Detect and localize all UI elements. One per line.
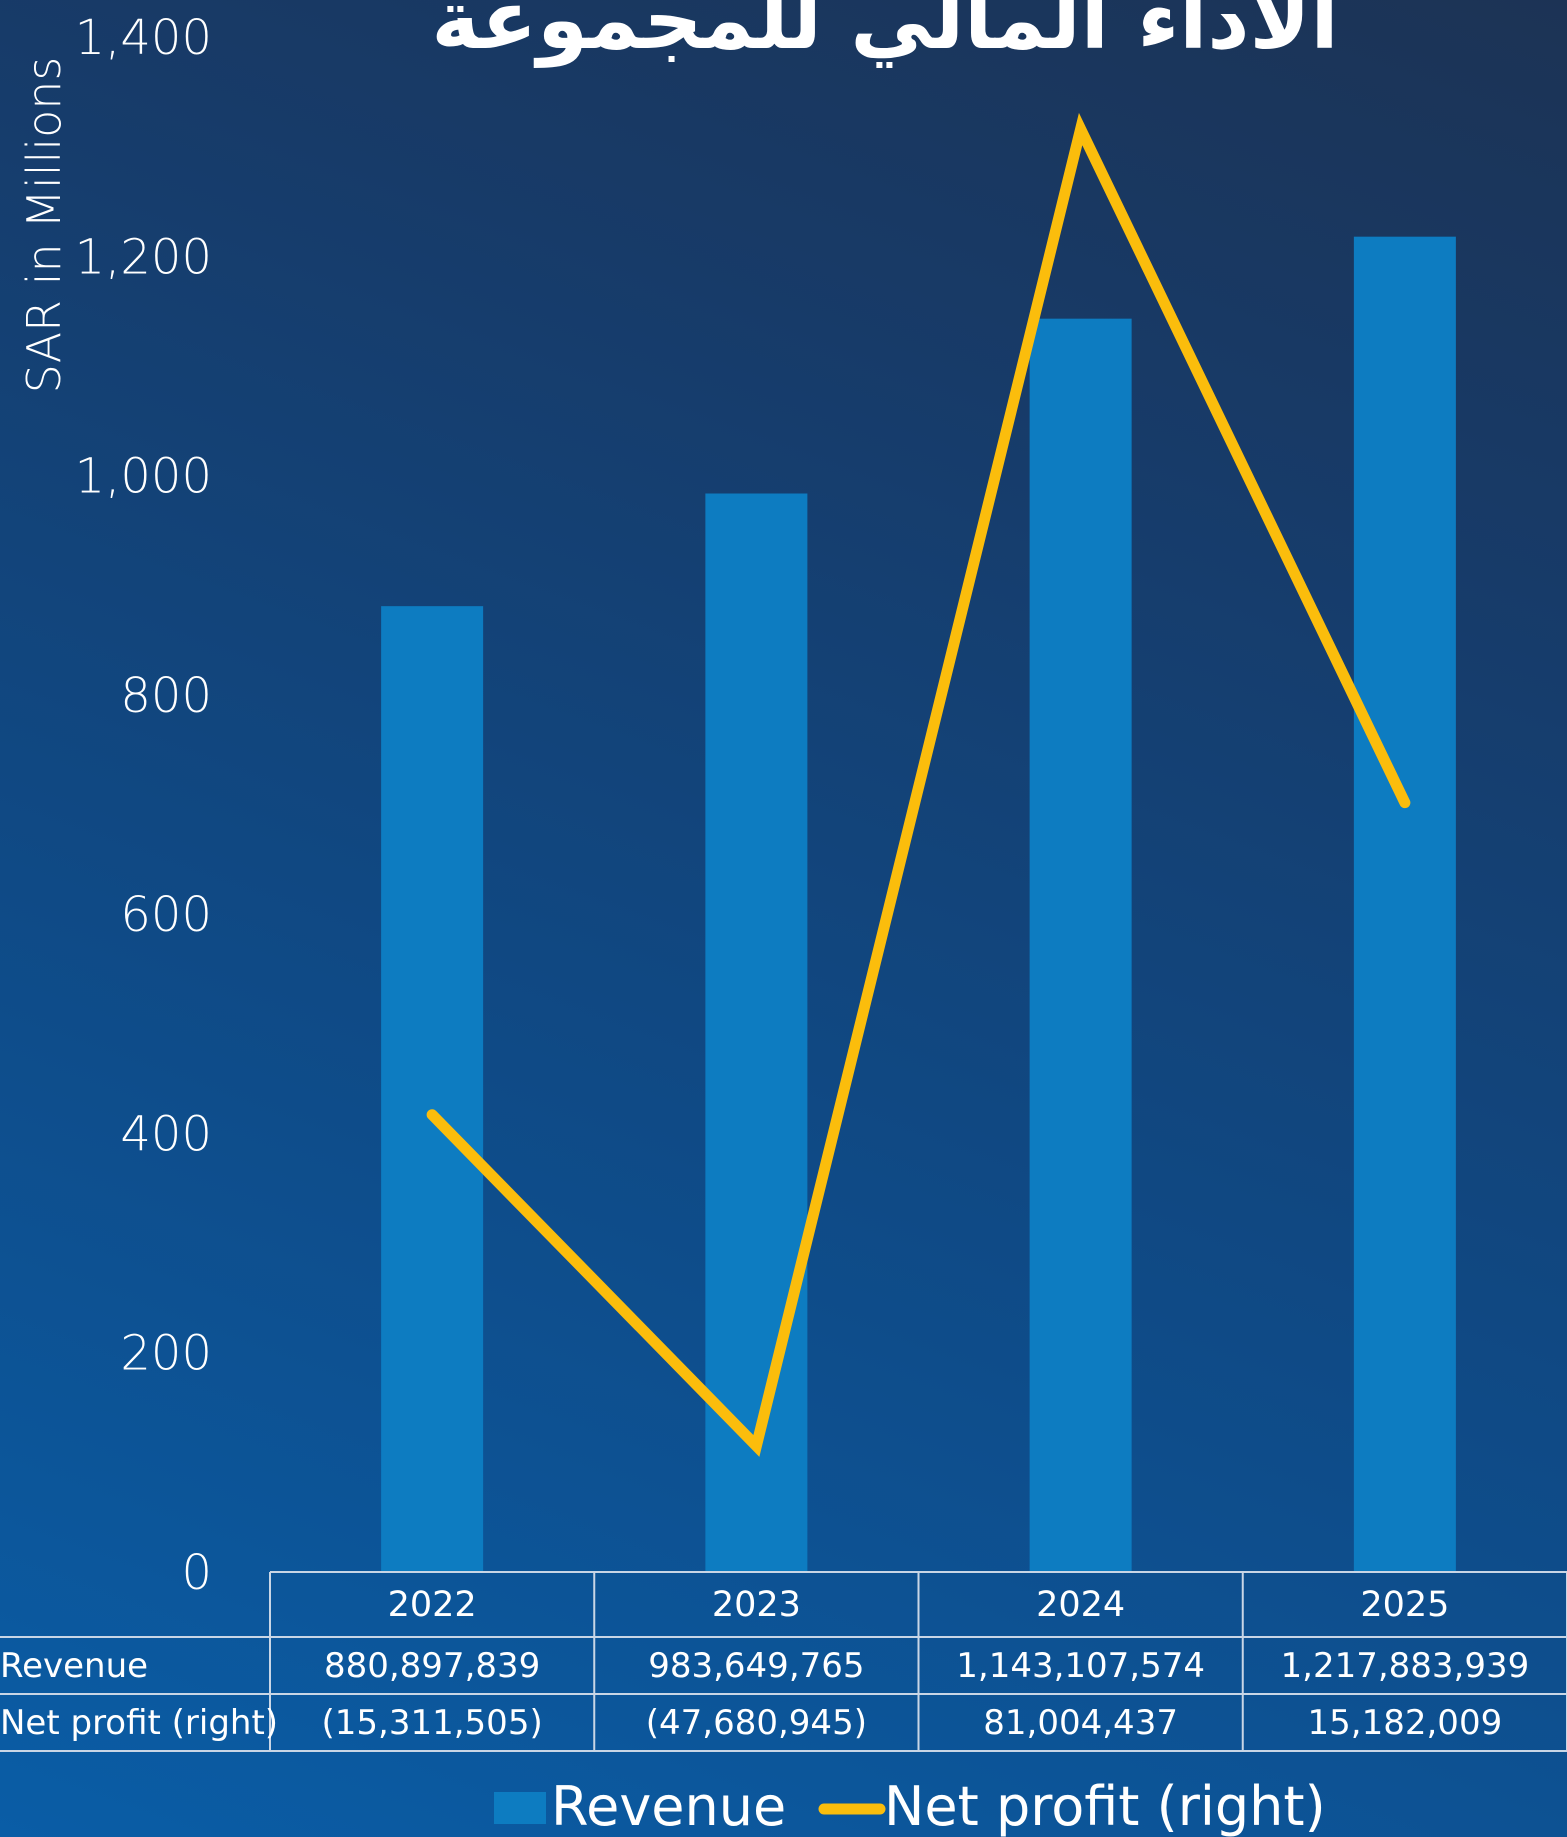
net-profit-line (426, 112, 1411, 1457)
y-tick-label: 400 (120, 1106, 212, 1162)
revenue-bar-2023 (705, 493, 808, 1572)
category-label-2025: 2025 (1360, 1585, 1449, 1625)
y-tick-label: 200 (120, 1326, 212, 1382)
legend-net-profit-label: Net profit (right) (884, 1775, 1326, 1837)
table-row-header-net-profit: Net profit (right) (0, 1703, 278, 1743)
net-profit-data-label-2024: 81,004,437 (983, 1703, 1178, 1743)
table-row-header-revenue: Revenue (0, 1646, 148, 1686)
y-tick-label: 1,200 (75, 229, 212, 285)
revenue-data-label-2025: 1,217,883,939 (1281, 1646, 1530, 1686)
net-profit-data-label-2025: 15,182,009 (1308, 1703, 1503, 1743)
revenue-data-label-2023: 983,649,765 (648, 1646, 864, 1686)
y-tick-label: 0 (181, 1545, 212, 1601)
y-axis-label: SAR in Millions (17, 57, 71, 394)
y-tick-label: 1,000 (75, 449, 212, 505)
revenue-bar-2022 (381, 606, 484, 1572)
net-profit-data-label-2023: (47,680,945) (646, 1703, 867, 1743)
revenue-data-label-2024: 1,143,107,574 (956, 1646, 1205, 1686)
y-tick-label: 1,400 (75, 10, 212, 66)
y-tick-label: 800 (120, 668, 212, 724)
legend-revenue-swatch (494, 1792, 546, 1824)
y-tick-label: 600 (120, 887, 212, 943)
chart-title: الأداء المالي للمجموعة (431, 0, 1338, 68)
category-label-2024: 2024 (1036, 1585, 1125, 1625)
revenue-data-label-2022: 880,897,839 (324, 1646, 540, 1686)
revenue-bar-2024 (1029, 318, 1132, 1572)
net-profit-data-label-2022: (15,311,505) (322, 1703, 543, 1743)
category-label-2022: 2022 (388, 1585, 477, 1625)
category-label-2023: 2023 (712, 1585, 801, 1625)
revenue-bar-2025 (1353, 236, 1456, 1572)
legend-revenue-label: Revenue (551, 1775, 786, 1837)
